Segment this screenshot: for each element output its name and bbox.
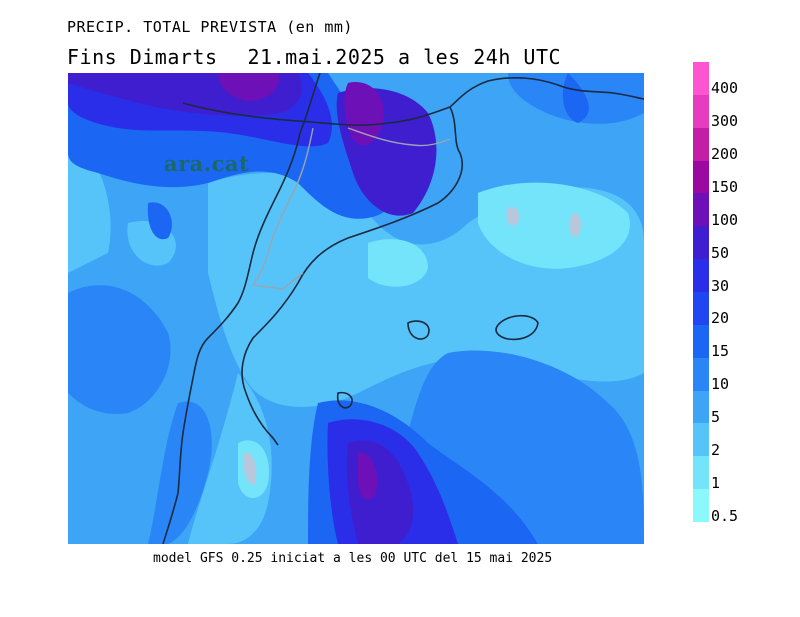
legend-label: 20 bbox=[711, 309, 730, 328]
legend-label: 150 bbox=[711, 178, 739, 196]
zone-2mm-southwest bbox=[188, 373, 272, 544]
legend-swatch bbox=[693, 127, 709, 162]
legend-swatch bbox=[693, 489, 709, 523]
valid-date: 21.mai.2025 a les 24h UTC bbox=[247, 45, 562, 69]
map-title: PRECIP. TOTAL PREVISTA (en mm) bbox=[67, 18, 353, 36]
legend-label: 10 bbox=[711, 375, 730, 394]
legend-label: 1 bbox=[711, 473, 721, 492]
legend-label: 200 bbox=[711, 145, 739, 164]
coastlines bbox=[162, 73, 644, 544]
zone-100mm-a bbox=[218, 73, 279, 101]
legend-label: 50 bbox=[711, 243, 730, 262]
legend-label: 30 bbox=[711, 276, 730, 295]
legend-label: 15 bbox=[711, 342, 730, 361]
legend-swatch bbox=[693, 94, 709, 129]
legend-swatch bbox=[693, 292, 709, 326]
zone-100mm-c bbox=[358, 452, 378, 500]
precipitation-map: ara.cat bbox=[68, 73, 644, 544]
color-scale-legend bbox=[693, 62, 709, 523]
zone-05mm-b bbox=[569, 212, 581, 238]
legend-label: 2 bbox=[711, 440, 721, 459]
legend-swatch bbox=[693, 357, 709, 392]
regional-borders bbox=[251, 127, 451, 290]
legend-swatch bbox=[693, 324, 709, 359]
legend-swatch bbox=[693, 62, 709, 96]
ara-cat-watermark: ara.cat bbox=[164, 151, 250, 176]
zone-5mm-west bbox=[68, 285, 171, 414]
model-run-info: model GFS 0.25 iniciat a les 00 UTC del … bbox=[153, 551, 553, 566]
precipitation-field bbox=[68, 73, 644, 544]
legend-swatch bbox=[693, 193, 709, 227]
zone-15mm-small bbox=[147, 202, 172, 240]
legend-label: 100 bbox=[711, 210, 739, 229]
valid-day: Fins Dimarts bbox=[67, 45, 218, 69]
zone-2mm-west bbox=[68, 133, 111, 273]
legend-swatch bbox=[693, 226, 709, 260]
zone-1mm-coast bbox=[368, 239, 428, 287]
legend-swatch bbox=[693, 390, 709, 424]
zone-1mm-east bbox=[478, 182, 630, 269]
legend-label: 400 bbox=[711, 79, 739, 98]
legend-label: 300 bbox=[711, 112, 739, 131]
legend-swatch bbox=[693, 259, 709, 293]
legend-swatch bbox=[693, 160, 709, 194]
zone-15mm-ne bbox=[562, 73, 589, 123]
zone-05mm-a bbox=[506, 206, 520, 226]
valid-time: Fins Dimarts 21.mai.2025 a les 24h UTC bbox=[67, 45, 561, 69]
zone-05mm-c bbox=[243, 452, 257, 485]
legend-label: 5 bbox=[711, 408, 721, 426]
legend-swatch bbox=[693, 423, 709, 457]
legend-label: 0.5 bbox=[711, 506, 739, 525]
legend-swatch bbox=[693, 456, 709, 490]
